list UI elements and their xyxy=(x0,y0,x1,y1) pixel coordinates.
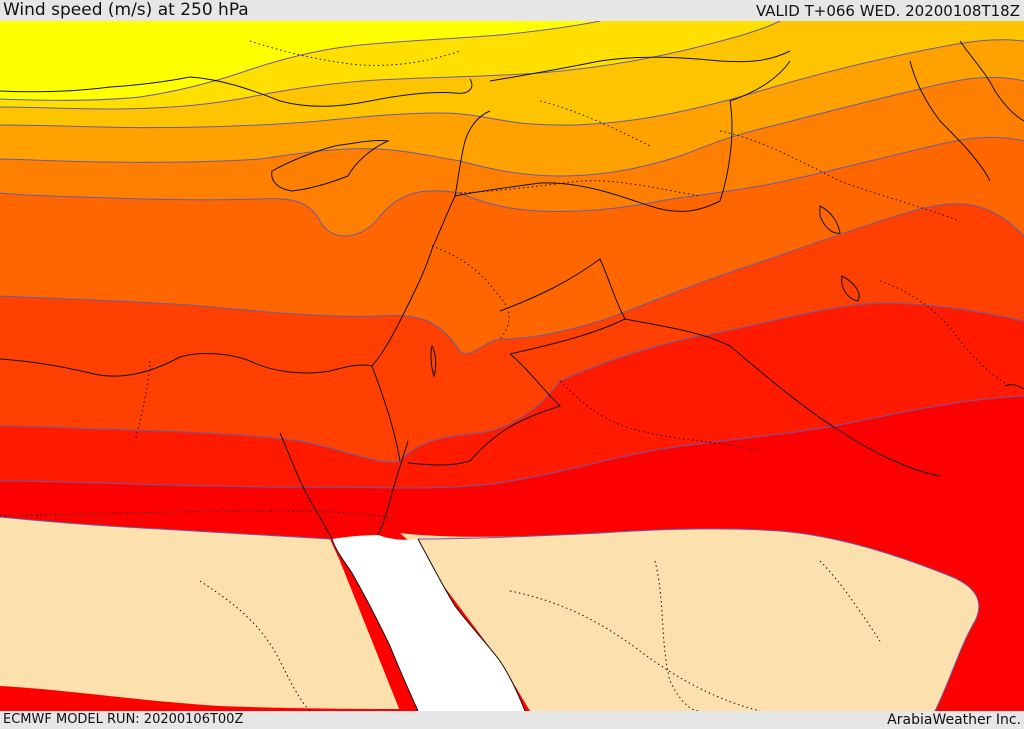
country-borders xyxy=(0,40,1011,711)
cyprus xyxy=(271,140,390,192)
border-line xyxy=(499,258,626,320)
contour-line xyxy=(0,21,781,110)
header-bar: Wind speed (m/s) at 250 hPa VALID T+066 … xyxy=(0,0,1024,21)
contour-line xyxy=(0,21,601,101)
contour-line xyxy=(0,39,1024,129)
gulf-of-aqaba xyxy=(377,440,409,536)
lake-van xyxy=(819,205,841,234)
border-line xyxy=(624,318,941,477)
band-9 xyxy=(0,21,600,101)
gulf-of-suez xyxy=(279,432,333,540)
contour-line xyxy=(0,136,1024,237)
red-sea-mask xyxy=(332,535,525,711)
coastline-africa-red-sea xyxy=(331,538,419,711)
border-line xyxy=(371,365,401,462)
contour-line xyxy=(0,76,1024,177)
low-wind-area-arabia xyxy=(400,528,979,711)
low-wind-area-africa xyxy=(0,517,400,711)
contour-line xyxy=(0,395,1024,489)
dead-sea xyxy=(430,344,437,378)
credit-label: ArabiaWeather Inc. xyxy=(887,712,1021,728)
coastline-levant xyxy=(371,110,491,367)
coastlines xyxy=(0,40,1024,711)
caspian-edge xyxy=(959,40,1024,122)
persian-gulf-tip xyxy=(1004,384,1024,390)
model-run-label: ECMWF MODEL RUN: 20200106T00Z xyxy=(3,712,244,727)
coastline-black-sea xyxy=(489,50,791,82)
border-line xyxy=(249,40,461,66)
contour-line xyxy=(0,203,1024,355)
border-line xyxy=(509,318,626,355)
coastline-north-africa xyxy=(0,353,373,377)
border-line xyxy=(509,590,761,711)
wind-speed-map[interactable] xyxy=(0,21,1024,711)
contour-line xyxy=(0,516,331,540)
lake-urmia xyxy=(841,275,860,302)
major-borders xyxy=(371,60,991,477)
contour-line xyxy=(417,528,980,711)
border-line xyxy=(454,60,791,212)
border-line xyxy=(819,560,881,642)
border-line xyxy=(654,560,701,711)
wind-contours xyxy=(0,21,1024,711)
coastline-anatolia xyxy=(0,76,473,107)
border-line xyxy=(559,380,761,452)
map-title: Wind speed (m/s) at 250 hPa xyxy=(3,0,249,20)
border-line xyxy=(199,580,311,711)
coastline-arabia-red-sea xyxy=(417,538,526,711)
border-line xyxy=(909,60,991,182)
border-line xyxy=(407,353,561,466)
valid-time: VALID T+066 WED. 20200108T18Z xyxy=(755,2,1020,20)
band-1-sliver xyxy=(0,686,420,711)
footer-bar: ECMWF MODEL RUN: 20200106T00Z ArabiaWeat… xyxy=(0,711,1024,729)
border-line xyxy=(879,280,1011,387)
contour-line xyxy=(0,302,1024,463)
border-line xyxy=(431,245,510,340)
